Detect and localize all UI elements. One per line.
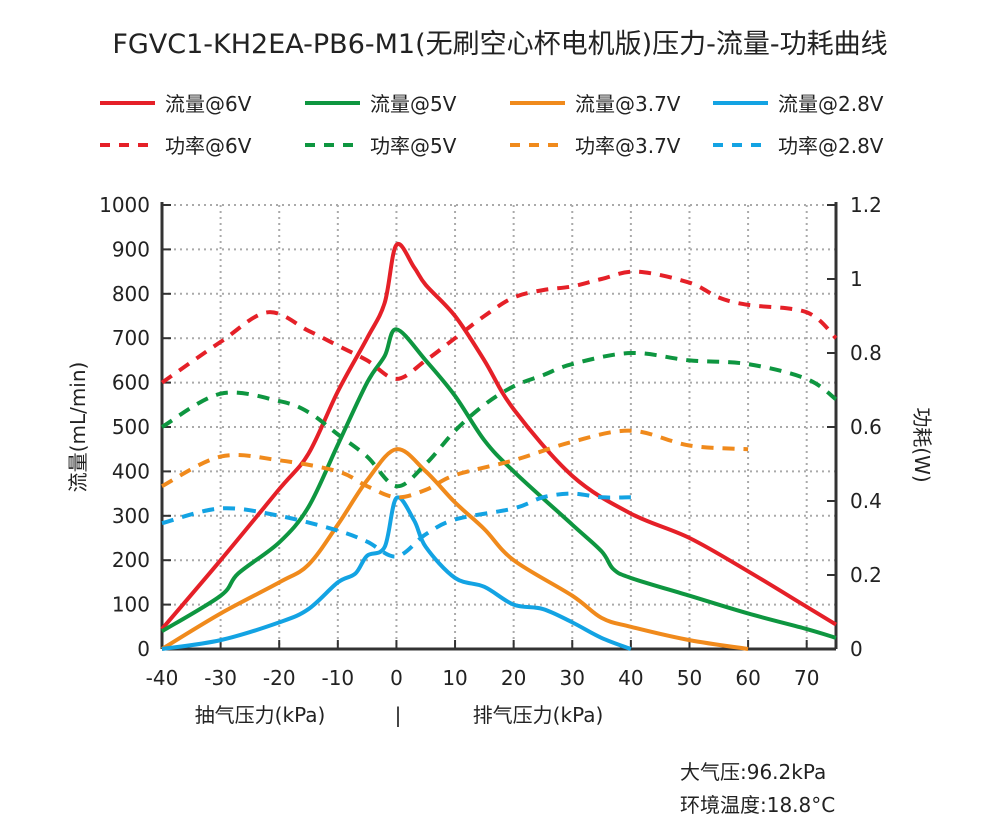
x-tick-label: -20: [263, 666, 296, 690]
legend-label: 功率@5V: [370, 134, 457, 158]
y-axis-label: 流量(mL/min): [66, 362, 90, 493]
x-tick-label: 10: [442, 666, 467, 690]
x-tick-label: 0: [390, 666, 403, 690]
y-tick-label: 200: [112, 548, 150, 572]
y-tick-label: 800: [112, 282, 150, 306]
y-tick-label: 700: [112, 326, 150, 350]
y-tick-label: 100: [112, 593, 150, 617]
legend-label: 功率@3.7V: [575, 134, 681, 158]
y-tick-label: 600: [112, 371, 150, 395]
legend-label: 功率@2.8V: [778, 134, 884, 158]
y2-tick-label: 0.2: [850, 563, 882, 587]
x-axis-label-suction: 抽气压力(kPa): [195, 703, 326, 727]
chart-title: FGVC1-KH2EA-PB6-M1(无刷空心杯电机版)压力-流量-功耗曲线: [112, 29, 888, 60]
x-tick-label: 70: [794, 666, 819, 690]
y2-tick-label: 1.2: [850, 193, 882, 217]
y-tick-label: 500: [112, 415, 150, 439]
x-tick-label: -40: [146, 666, 179, 690]
y-tick-label: 400: [112, 459, 150, 483]
series-line-flow-1: [160, 327, 837, 640]
y-tick-label: 900: [112, 237, 150, 261]
series-line-flow-3: [161, 495, 632, 651]
legend-label: 流量@2.8V: [778, 92, 884, 116]
series-line-flow-2: [160, 447, 749, 651]
ambient-temperature-note: 环境温度:18.8°C: [680, 793, 836, 817]
x-tick-label: 40: [618, 666, 643, 690]
series-line-power-5: [160, 350, 838, 489]
series-line-flow-0: [160, 241, 838, 631]
x-tick-label: 50: [677, 666, 702, 690]
y2-tick-label: 0.4: [850, 489, 882, 513]
legend-label: 流量@6V: [165, 92, 252, 116]
series-line-power-4: [160, 269, 838, 385]
x-tick-label: -10: [321, 666, 354, 690]
legend-label: 流量@3.7V: [575, 92, 681, 116]
atmospheric-pressure-note: 大气压:96.2kPa: [680, 760, 827, 784]
y2-tick-label: 0.6: [850, 415, 882, 439]
y-tick-label: 0: [137, 637, 150, 661]
y2-axis-label: 功耗(W): [910, 407, 934, 482]
x-tick-label: 60: [735, 666, 760, 690]
legend-label: 流量@5V: [370, 92, 457, 116]
y2-tick-label: 1: [850, 267, 863, 291]
y2-tick-label: 0.8: [850, 341, 882, 365]
x-tick-label: -30: [204, 666, 237, 690]
y2-tick-label: 0: [850, 637, 863, 661]
y-tick-label: 1000: [99, 193, 150, 217]
series-line-power-7: [161, 491, 631, 559]
x-axis-label-separator: |: [395, 703, 402, 727]
x-axis-label-discharge: 排气压力(kPa): [473, 703, 604, 727]
legend-label: 功率@6V: [165, 134, 252, 158]
series-line-power-6: [161, 428, 749, 500]
x-tick-label: 30: [560, 666, 585, 690]
y-tick-label: 300: [112, 504, 150, 528]
x-tick-label: 20: [501, 666, 526, 690]
